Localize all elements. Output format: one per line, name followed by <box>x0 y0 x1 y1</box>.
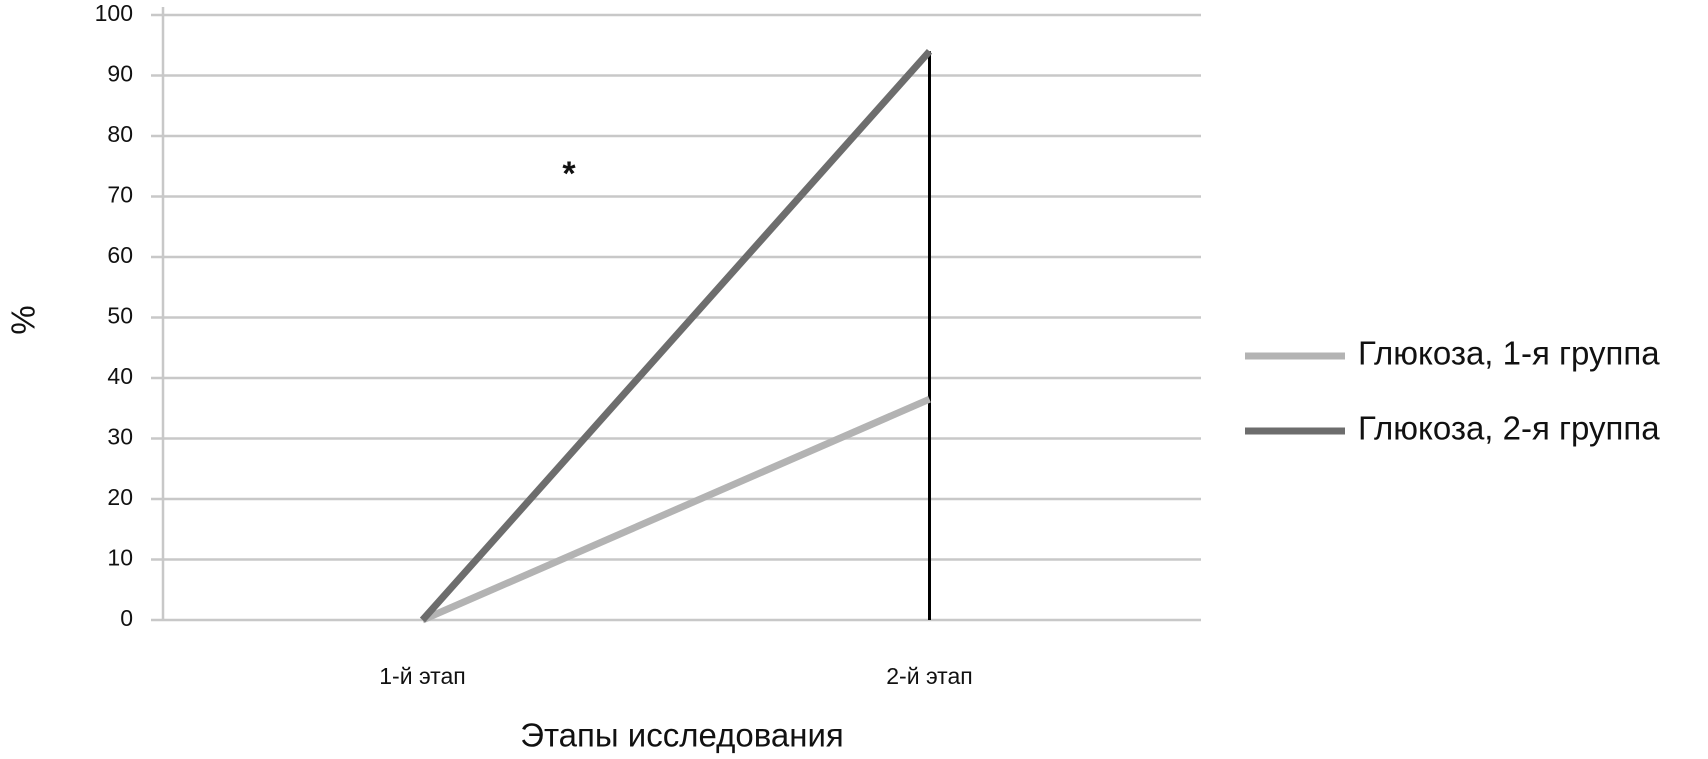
y-tick-label: 90 <box>107 61 133 87</box>
y-tick-label: 0 <box>120 605 133 631</box>
y-tick-label: 60 <box>107 242 133 268</box>
y-tick-label: 20 <box>107 484 133 510</box>
series-line <box>421 395 931 624</box>
y-tick-label: 70 <box>107 182 133 208</box>
series-line <box>419 48 933 623</box>
y-tick-label: 80 <box>107 121 133 147</box>
y-tick-label: 50 <box>107 303 133 329</box>
annotation: * <box>562 155 576 193</box>
y-tick-label: 10 <box>107 545 133 571</box>
y-axis-title: % <box>4 305 41 334</box>
x-tick-label: 2-й этап <box>886 663 972 689</box>
y-tick-label: 100 <box>95 0 133 26</box>
y-tick-label: 40 <box>107 363 133 389</box>
x-tick-label: 1-й этап <box>379 663 465 689</box>
y-tick-label: 30 <box>107 424 133 450</box>
legend-label: Глюкоза, 2-я группа <box>1358 410 1660 447</box>
legend-label: Глюкоза, 1-я группа <box>1358 335 1660 372</box>
x-axis-title: Этапы исследования <box>520 717 844 754</box>
